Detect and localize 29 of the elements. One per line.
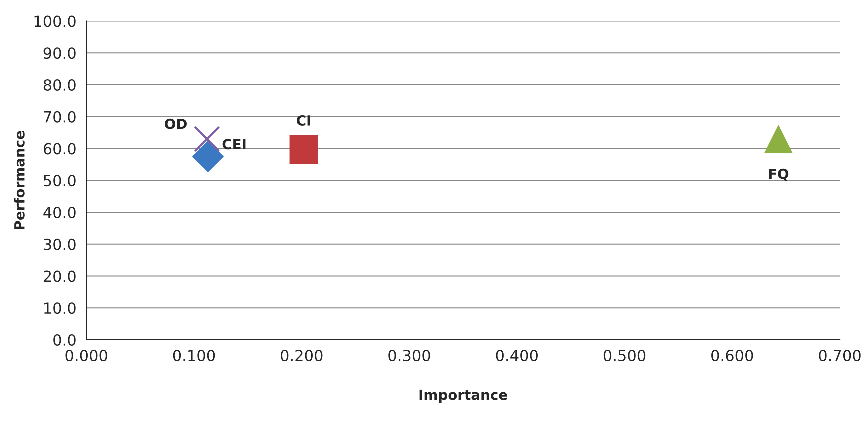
y-tick-label: 10.0 [44,302,76,314]
point [764,124,793,154]
x-axis-title: Importance [420,390,508,403]
y-tick-label: 60.0 [44,143,76,155]
x-tick-label: 0.600 [712,350,754,362]
x-tick-label: 0.500 [604,350,646,362]
series-label: FQ [769,168,789,182]
y-tick-label: 90.0 [44,48,76,60]
y-tick-label: 70.0 [44,111,76,123]
y-tick-label: 30.0 [44,238,76,250]
y-tick-label: 20.0 [44,270,76,282]
x-tick-label: 0.200 [281,350,323,362]
x-tick-label: 0.700 [819,350,861,362]
y-tick-label: 40.0 [44,206,76,219]
series-label: CI [297,115,310,126]
point [194,126,220,152]
y-tick-label: 0.0 [54,334,76,346]
y-tick-label: 80.0 [44,79,76,92]
series-label: OD [165,118,187,130]
point [290,135,318,164]
y-axis-title: Performance [14,131,25,230]
series-label: CEI [222,139,246,150]
x-tick-label: 0.000 [66,350,108,362]
x-tick-label: 0.100 [173,350,216,362]
y-tick-label: 100.0 [34,16,76,28]
x-tick-label: 0.400 [496,350,538,362]
point [192,140,224,173]
y-tick-label: 50.0 [44,175,76,187]
x-tick-label: 0.300 [388,350,430,362]
